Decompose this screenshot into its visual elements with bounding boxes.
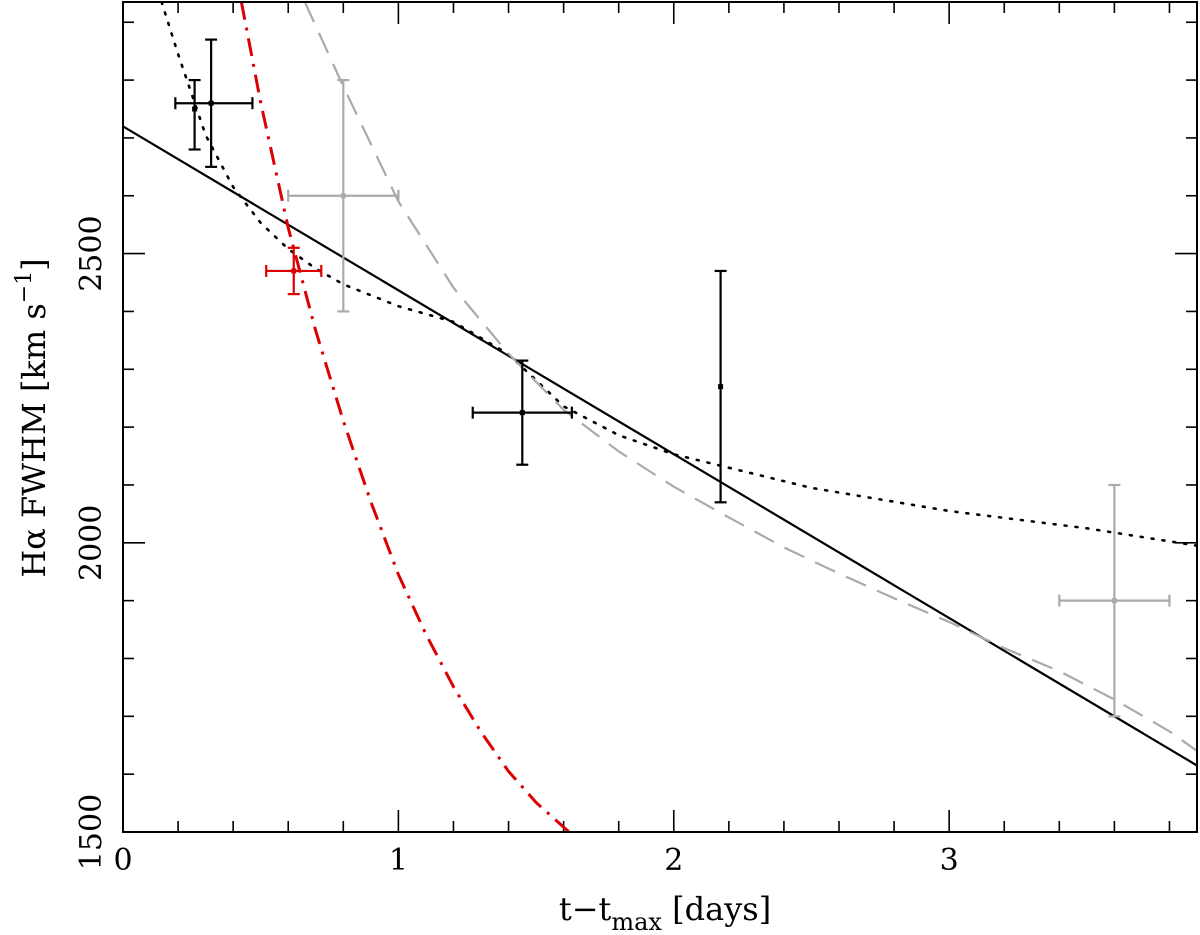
y-axis-label: Hα FWHM [km s−1]: [12, 258, 53, 577]
black-points-point: [714, 269, 727, 504]
y-axis-label-sup: −1: [12, 271, 37, 303]
y-axis-label-main: Hα FWHM [km s: [15, 303, 53, 577]
fit-curves: [123, 2, 1197, 832]
point-marker: [519, 410, 525, 416]
red-points-point: [265, 246, 323, 296]
gray-points-point: [1058, 483, 1171, 718]
point-marker: [291, 268, 297, 274]
gray-dashed-fit-curve: [303, 2, 1197, 752]
point-marker: [192, 106, 198, 112]
y-tick-label: 1500: [74, 794, 109, 870]
y-axis-label-tail: ]: [15, 258, 53, 270]
linear-fit-curve: [123, 125, 1197, 767]
point-marker: [340, 193, 346, 199]
y-tick-label: 2500: [74, 215, 109, 291]
black-points-point: [471, 359, 573, 466]
point-marker: [208, 100, 214, 106]
x-tick-label: 0: [113, 843, 132, 878]
black-points-point: [188, 78, 201, 151]
x-axis-label-tail: [days]: [662, 890, 771, 928]
tick-labels: 0 1 2 3 1500 2000 2500: [74, 215, 959, 878]
point-marker: [1111, 598, 1117, 604]
x-tick-label: 2: [664, 843, 683, 878]
x-axis-label: t−tmax [days]: [559, 890, 771, 935]
black-points-point: [174, 38, 254, 168]
ticks-layer: [122, 2, 1197, 833]
data-points: [174, 38, 1171, 718]
x-axis-label-sub: max: [611, 908, 662, 935]
y-tick-label: 2000: [74, 505, 109, 581]
plot-frame: [122, 1, 1198, 833]
dotted-fit-curve: [160, 2, 1197, 548]
gray-points-point: [287, 78, 400, 313]
x-axis-label-main: t−t: [559, 890, 612, 928]
x-tick-label: 3: [940, 843, 959, 878]
point-marker: [718, 384, 724, 390]
x-tick-label: 1: [389, 843, 408, 878]
red-dashdot-fit-curve: [239, 2, 571, 832]
